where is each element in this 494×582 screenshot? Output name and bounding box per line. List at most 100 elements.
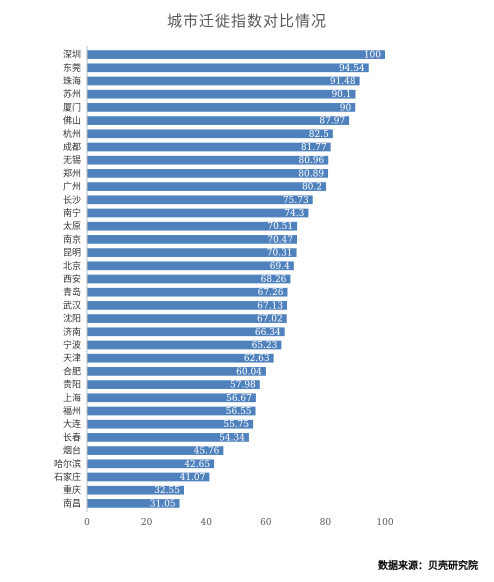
bar-7 <box>87 142 331 152</box>
value-label: 70.47 <box>267 235 293 245</box>
x-tick-label: 80 <box>320 518 332 528</box>
category-label: 长沙 <box>63 194 81 206</box>
x-tick-label: 20 <box>141 518 153 528</box>
value-label: 42.65 <box>184 460 210 470</box>
source-note: 数据来源：贝壳研究院 <box>378 561 478 572</box>
category-label: 杭州 <box>63 128 81 140</box>
category-label: 南宁 <box>63 207 81 219</box>
value-label: 65.23 <box>252 341 278 351</box>
category-label: 珠海 <box>63 75 81 87</box>
bar-8 <box>87 155 329 165</box>
bar-12 <box>87 208 309 218</box>
bar-3 <box>87 89 356 99</box>
bar-30 <box>87 446 224 455</box>
value-label: 91.48 <box>330 77 356 87</box>
category-label: 苏州 <box>63 88 81 100</box>
bar-26 <box>87 393 256 403</box>
value-label: 90 <box>340 103 352 113</box>
value-label: 70.31 <box>267 249 293 259</box>
value-label: 80.2 <box>302 183 322 193</box>
bar-18 <box>87 287 288 297</box>
bar-21 <box>87 327 285 337</box>
category-label: 青岛 <box>63 286 81 298</box>
bar-22 <box>87 340 282 350</box>
bar-29 <box>87 433 249 442</box>
bar-11 <box>87 195 313 205</box>
bar-5 <box>87 116 350 125</box>
bar-32 <box>87 472 210 482</box>
value-label: 69.4 <box>270 262 290 272</box>
value-label: 90.1 <box>331 90 351 100</box>
value-label: 60.04 <box>236 367 262 377</box>
value-label: 41.07 <box>180 473 206 483</box>
bar-25 <box>87 380 260 389</box>
value-label: 94.54 <box>339 64 365 74</box>
bar-27 <box>87 406 256 416</box>
value-label: 67.26 <box>258 288 284 298</box>
value-label: 57.98 <box>230 381 256 391</box>
category-label: 厦门 <box>63 101 81 113</box>
category-label: 福州 <box>63 405 81 417</box>
value-label: 70.51 <box>267 222 293 232</box>
bar-19 <box>87 301 288 310</box>
category-label: 上海 <box>63 392 81 404</box>
bar-2 <box>87 76 360 86</box>
category-label: 南京 <box>63 233 81 245</box>
category-label: 无锡 <box>63 155 81 166</box>
bar-34 <box>87 499 180 508</box>
value-label: 68.26 <box>261 275 287 285</box>
category-label: 佛山 <box>63 115 81 127</box>
chart-title: 城市迁徙指数对比情况 <box>166 12 327 30</box>
category-label: 石家庄 <box>54 471 81 483</box>
category-label: 宁波 <box>63 339 81 351</box>
bar-15 <box>87 248 297 257</box>
value-label: 81.77 <box>301 143 327 153</box>
value-label: 56.67 <box>226 394 252 404</box>
x-tick-label: 0 <box>84 518 90 528</box>
value-label: 67.02 <box>257 315 283 325</box>
category-label: 长春 <box>63 431 81 443</box>
value-label: 100 <box>364 51 381 61</box>
category-label: 昆明 <box>63 248 81 259</box>
category-label: 重庆 <box>63 484 81 496</box>
bar-10 <box>87 182 326 191</box>
bar-24 <box>87 367 266 376</box>
bar-20 <box>87 314 287 323</box>
value-label: 31.05 <box>150 499 176 509</box>
bar-0 <box>87 50 385 59</box>
value-label: 32.55 <box>154 486 180 496</box>
bar-14 <box>87 235 298 244</box>
value-label: 62.63 <box>244 354 270 364</box>
category-label: 郑州 <box>63 167 81 179</box>
value-label: 74.3 <box>284 209 304 219</box>
value-label: 82.5 <box>309 130 329 140</box>
bar-31 <box>87 459 215 469</box>
bar-6 <box>87 129 333 139</box>
value-label: 55.75 <box>223 420 249 430</box>
value-label: 56.55 <box>226 407 252 417</box>
category-label: 东莞 <box>63 62 81 74</box>
bar-28 <box>87 419 254 429</box>
bar-1 <box>87 63 369 73</box>
category-label: 南昌 <box>63 497 81 509</box>
category-label: 广州 <box>63 181 81 193</box>
category-label: 合肥 <box>63 365 81 377</box>
value-label: 75.73 <box>283 196 309 206</box>
category-label: 大连 <box>63 418 81 430</box>
value-label: 45.76 <box>194 447 220 457</box>
category-label: 成都 <box>63 141 81 153</box>
category-label: 烟台 <box>63 445 81 457</box>
x-tick-label: 40 <box>200 518 212 528</box>
bar-33 <box>87 485 184 495</box>
x-tick-label: 100 <box>376 518 393 528</box>
value-label: 80.96 <box>298 156 324 166</box>
value-label: 66.34 <box>255 328 281 338</box>
category-label: 北京 <box>63 260 81 272</box>
value-label: 54.34 <box>219 433 245 443</box>
bar-16 <box>87 261 294 271</box>
category-label: 深圳 <box>63 50 81 61</box>
bar-4 <box>87 103 356 112</box>
category-label: 太原 <box>63 220 81 232</box>
category-label: 哈尔滨 <box>54 458 81 470</box>
